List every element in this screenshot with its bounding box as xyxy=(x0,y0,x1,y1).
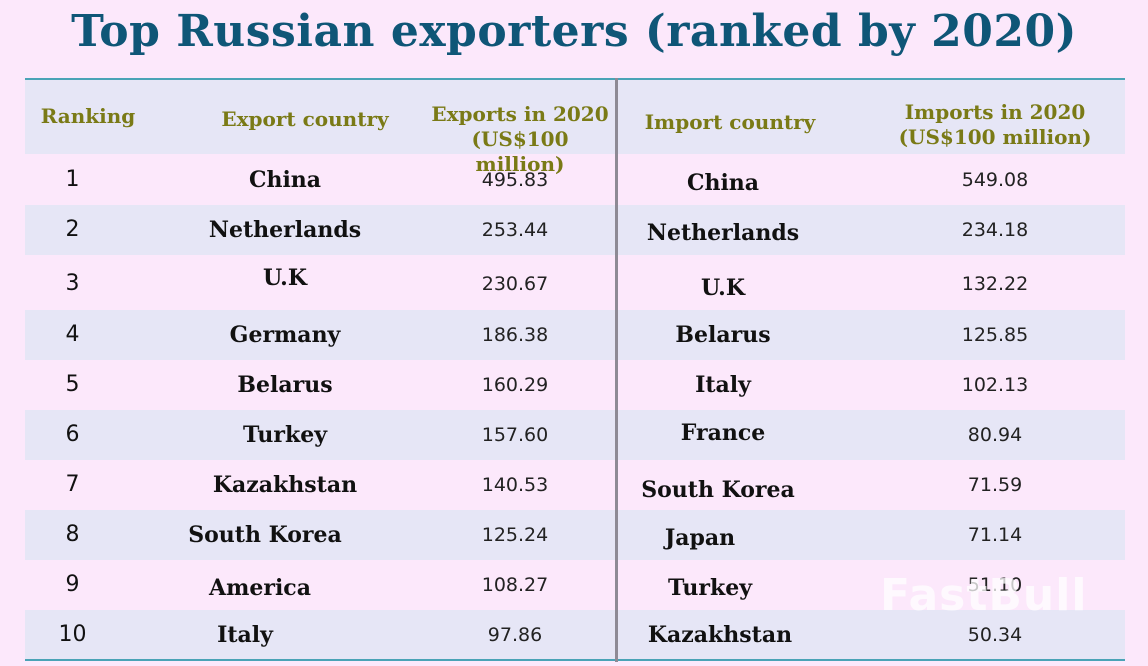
exports-value-cell: 108.27 xyxy=(481,574,549,596)
export-country-cell: China xyxy=(248,167,322,193)
exports-value-cell: 230.67 xyxy=(481,273,549,295)
imports-value-cell: 549.08 xyxy=(961,169,1029,191)
imports-value-cell: 80.94 xyxy=(967,424,1023,446)
exports-value-cell: 140.53 xyxy=(481,474,549,496)
import-country-cell: Kazakhstan xyxy=(647,622,793,648)
imports-value-cell: 132.22 xyxy=(961,273,1029,295)
export-country-cell: Netherlands xyxy=(208,217,362,243)
rank-cell: 9 xyxy=(65,572,80,597)
import-country-cell: South Korea xyxy=(641,477,795,503)
export-country-cell: Italy xyxy=(217,622,273,648)
rank-cell: 10 xyxy=(58,622,87,647)
rank-cell: 2 xyxy=(65,217,80,242)
export-country-cell: Germany xyxy=(229,322,341,348)
table-bottom-rule xyxy=(25,659,1125,661)
exports-value-cell: 97.86 xyxy=(487,624,543,646)
table-row: 2 Netherlands 253.44 Netherlands 234.18 xyxy=(25,205,1125,255)
import-country-cell: Belarus xyxy=(675,322,771,348)
header-imports-line2: (US$100 million) xyxy=(898,125,1092,149)
export-country-cell: U.K xyxy=(263,265,307,291)
imports-value-cell: 102.13 xyxy=(961,374,1029,396)
exports-value-cell: 160.29 xyxy=(481,374,549,396)
imports-value-cell: 51.10 xyxy=(967,574,1023,596)
import-country-cell: Netherlands xyxy=(646,220,800,246)
header-import-country: Import country xyxy=(644,110,816,134)
table-row: 10 Italy 97.86 Kazakhstan 50.34 xyxy=(25,610,1125,660)
rank-cell: 6 xyxy=(65,422,80,447)
page-title: Top Russian exporters (ranked by 2020) xyxy=(71,6,1077,57)
import-country-cell: Turkey xyxy=(668,575,752,601)
rank-cell: 4 xyxy=(65,322,80,347)
table-row: 1 China 495.83 China 549.08 xyxy=(25,155,1125,205)
column-divider xyxy=(615,78,618,662)
exports-value-cell: 125.24 xyxy=(481,524,549,546)
header-exports-line1: Exports in 2020 xyxy=(431,102,609,126)
header-exports-line2: (US$100 million) xyxy=(471,127,569,176)
table-row: 9 America 108.27 Turkey 51.10 xyxy=(25,560,1125,610)
import-country-cell: China xyxy=(686,170,760,196)
header-exports: Exports in 2020 (US$100 million) xyxy=(425,102,615,177)
exports-value-cell: 253.44 xyxy=(481,219,549,241)
import-country-cell: France xyxy=(680,420,766,446)
trade-table: Ranking Export country Exports in 2020 (… xyxy=(25,78,1125,662)
rank-cell: 8 xyxy=(65,522,80,547)
exports-value-cell: 157.60 xyxy=(481,424,549,446)
import-country-cell: Italy xyxy=(695,372,751,398)
export-country-cell: America xyxy=(209,575,311,601)
export-country-cell: Kazakhstan xyxy=(212,472,358,498)
imports-value-cell: 71.14 xyxy=(967,524,1023,546)
header-imports-line1: Imports in 2020 xyxy=(904,100,1086,124)
table-row: 6 Turkey 157.60 France 80.94 xyxy=(25,410,1125,460)
exports-value-cell: 186.38 xyxy=(481,324,549,346)
exports-value-cell: 495.83 xyxy=(481,169,549,191)
header-imports: Imports in 2020 (US$100 million) xyxy=(895,100,1095,150)
table-row: 5 Belarus 160.29 Italy 102.13 xyxy=(25,360,1125,410)
watermark-logo: FastBull xyxy=(880,570,1088,621)
export-country-cell: Belarus xyxy=(237,372,333,398)
imports-value-cell: 234.18 xyxy=(961,219,1029,241)
table-row: 4 Germany 186.38 Belarus 125.85 xyxy=(25,310,1125,360)
imports-value-cell: 125.85 xyxy=(961,324,1029,346)
imports-value-cell: 50.34 xyxy=(967,624,1023,646)
table-row: 7 Kazakhstan 140.53 South Korea 71.59 xyxy=(25,460,1125,510)
import-country-cell: Japan xyxy=(664,525,736,551)
import-country-cell: U.K xyxy=(701,275,745,301)
rank-cell: 5 xyxy=(65,372,80,397)
header-ranking: Ranking xyxy=(40,104,136,128)
rank-cell: 1 xyxy=(65,167,80,192)
table-row: 3 U.K 230.67 U.K 132.22 xyxy=(25,255,1125,305)
table-header: Ranking Export country Exports in 2020 (… xyxy=(25,80,1125,176)
table-row: 8 South Korea 125.24 Japan 71.14 xyxy=(25,510,1125,560)
export-country-cell: South Korea xyxy=(188,522,342,548)
export-country-cell: Turkey xyxy=(243,422,327,448)
header-export-country: Export country xyxy=(221,107,389,131)
rank-cell: 7 xyxy=(65,472,80,497)
table-top-rule xyxy=(25,78,1125,80)
rank-cell: 3 xyxy=(65,271,80,296)
imports-value-cell: 71.59 xyxy=(967,474,1023,496)
